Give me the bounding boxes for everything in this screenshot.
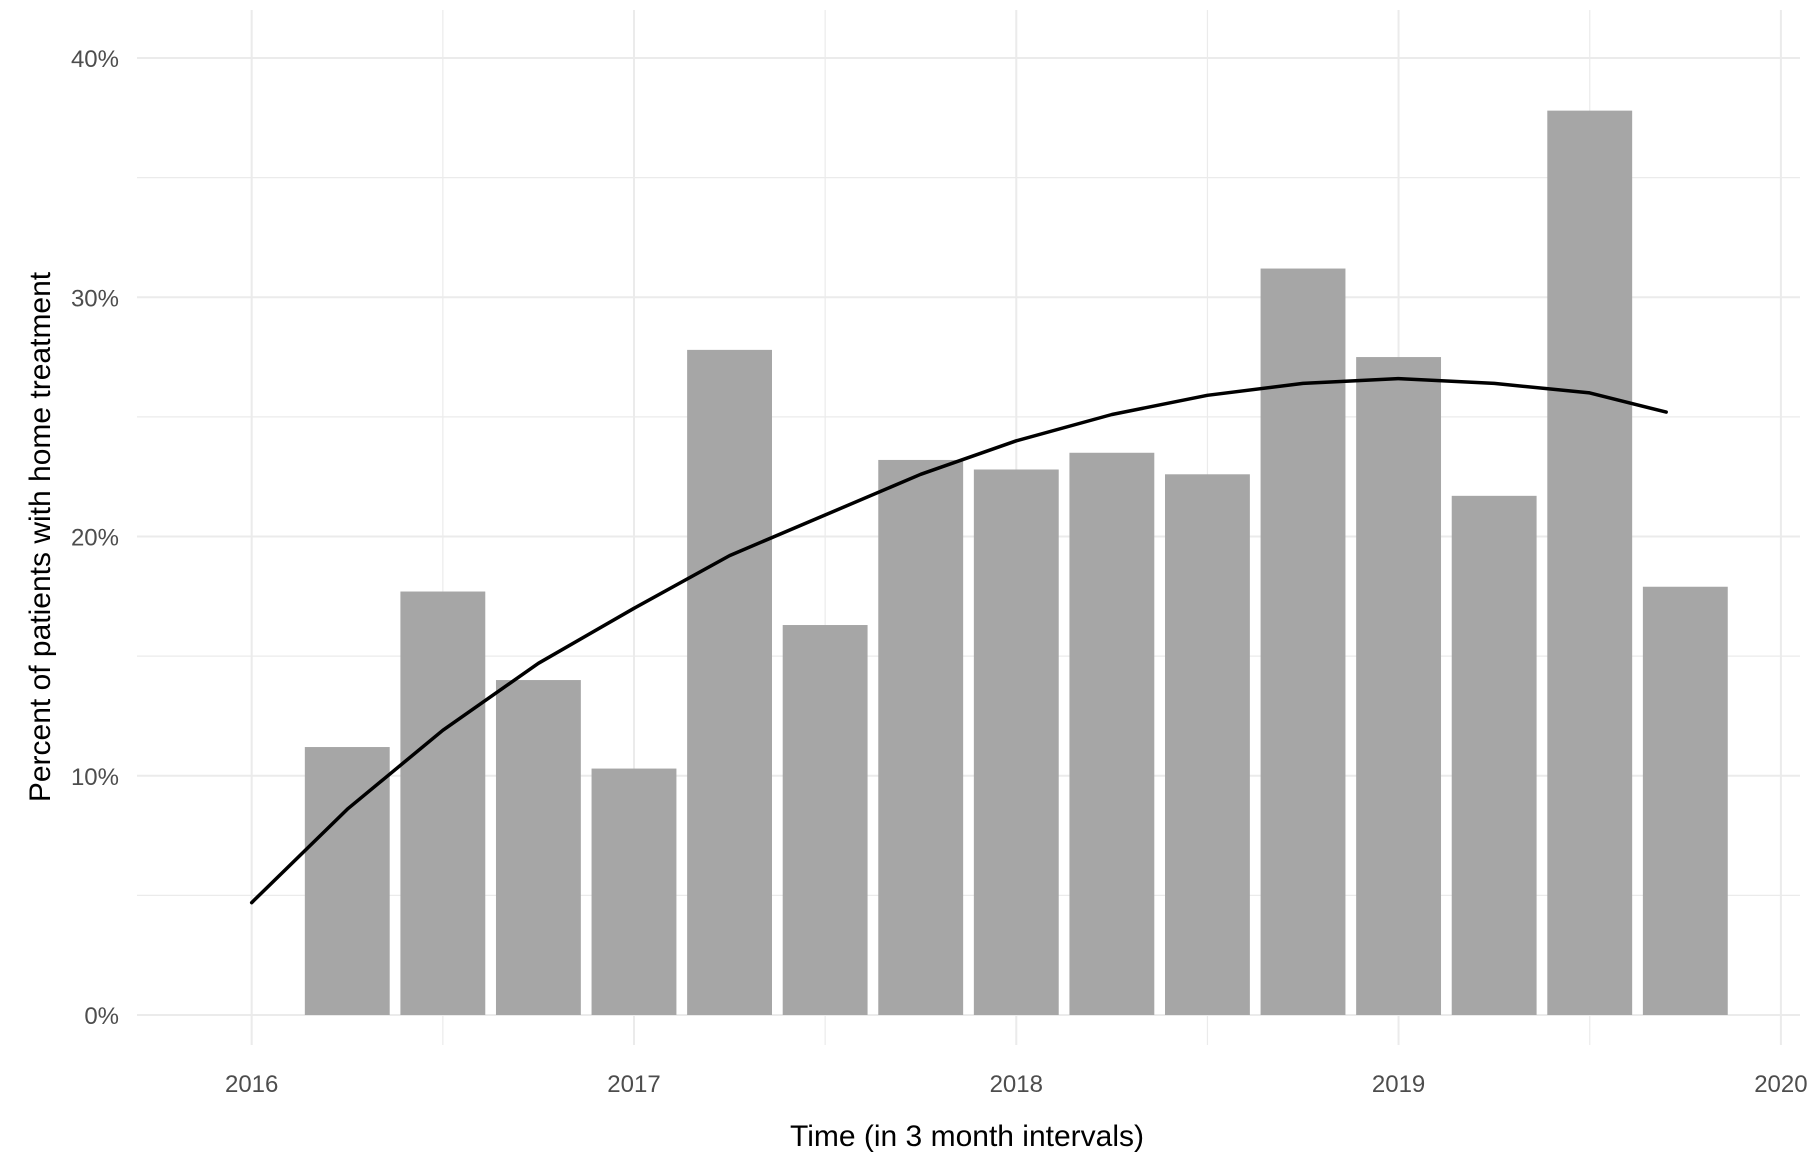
bar: [973, 469, 1059, 1015]
bar: [495, 680, 581, 1015]
y-tick-label: 10%: [71, 764, 119, 791]
x-tick-label: 2020: [1754, 1071, 1807, 1098]
bar: [1547, 110, 1633, 1015]
y-tick-label: 20%: [71, 525, 119, 552]
y-tick-label: 0%: [84, 1003, 119, 1030]
bar: [1165, 474, 1250, 1015]
bar: [1642, 586, 1728, 1015]
bar: [687, 349, 772, 1015]
x-tick-label: 2018: [990, 1071, 1043, 1098]
y-tick-label: 30%: [71, 285, 119, 312]
bar: [304, 747, 390, 1015]
x-tick-label: 2017: [607, 1071, 660, 1098]
x-tick-labels: 2016 2017 2018 2019 2020: [225, 1071, 1808, 1098]
bar: [591, 768, 677, 1015]
x-tick-label: 2016: [225, 1071, 278, 1098]
y-axis-title: Percent of patients with home treatment: [24, 271, 57, 802]
bar: [878, 459, 964, 1015]
y-tick-labels: 0% 10% 20% 30% 40%: [71, 46, 119, 1030]
bar: [782, 625, 868, 1015]
bar: [1069, 452, 1155, 1015]
bar: [1260, 268, 1346, 1015]
trend-line: [249, 376, 1668, 905]
x-tick-label: 2019: [1372, 1071, 1425, 1098]
bar: [1356, 357, 1442, 1015]
bar: [400, 591, 486, 1015]
y-tick-label: 40%: [71, 46, 119, 73]
bar: [1451, 495, 1537, 1015]
x-axis-title: Time (in 3 month intervals): [790, 1120, 1144, 1153]
bars: [304, 110, 1728, 1015]
